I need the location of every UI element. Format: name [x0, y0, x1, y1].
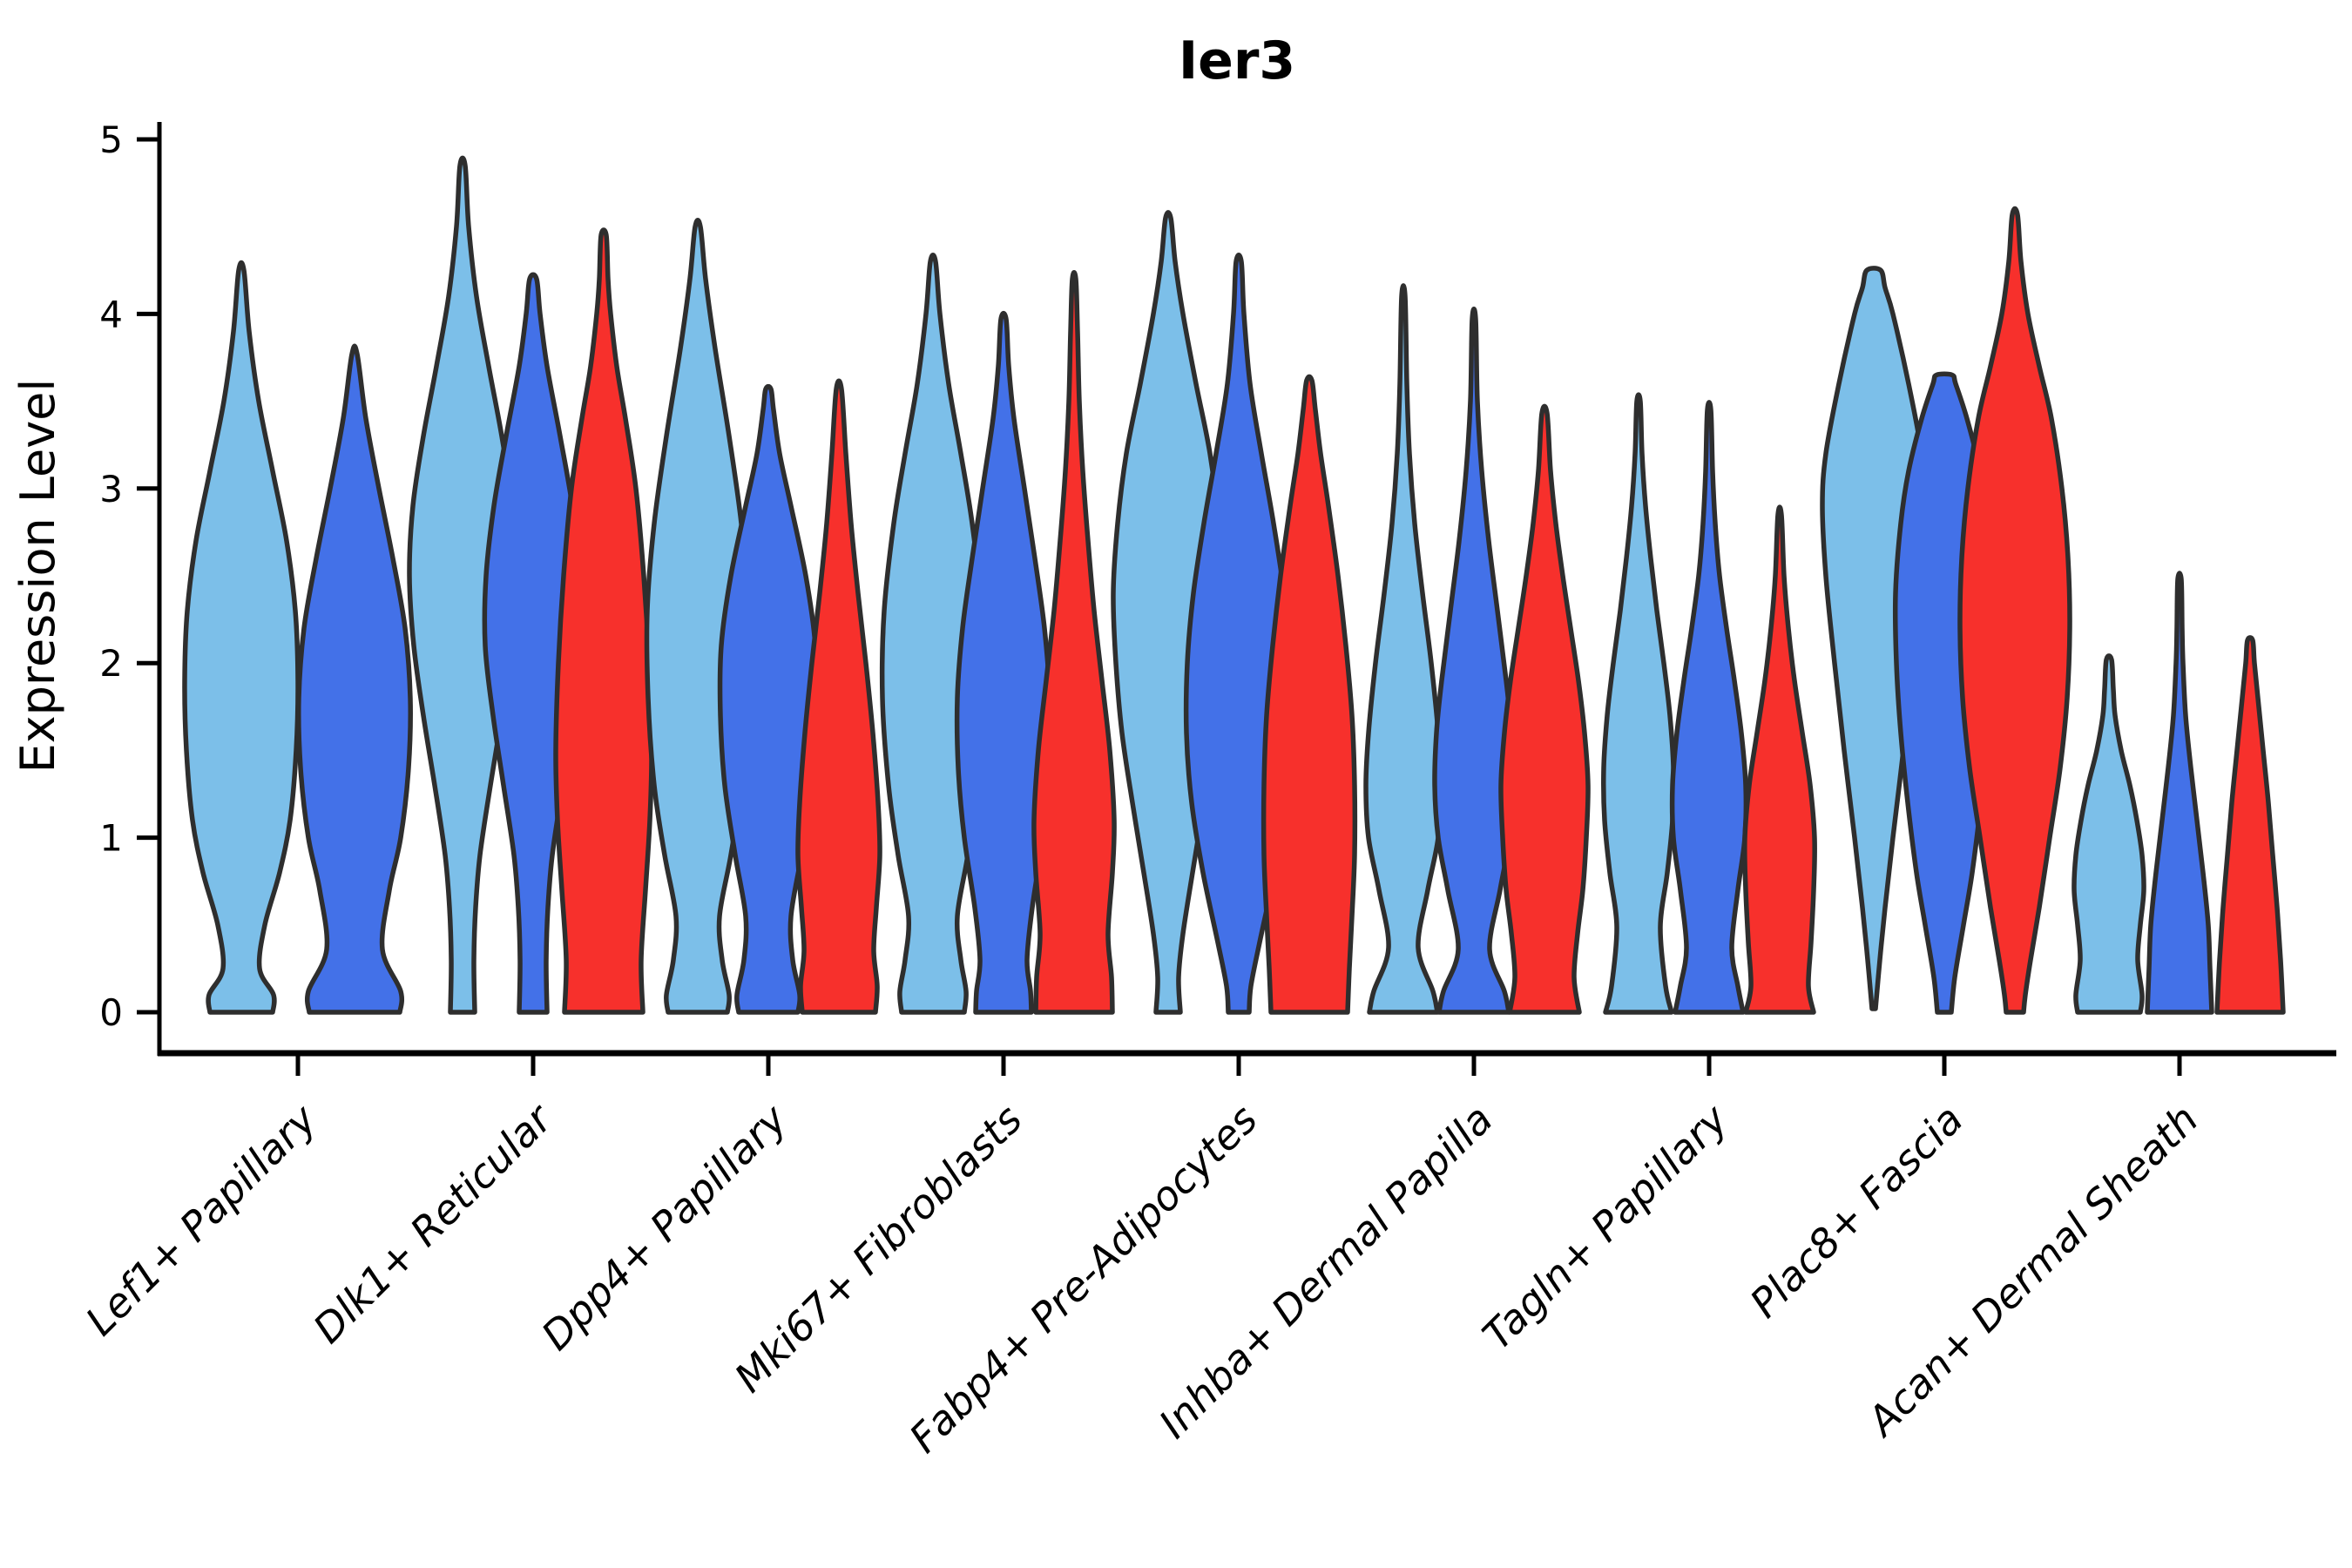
y-tick-label: 2	[99, 642, 123, 685]
violin-g9-blue	[2145, 571, 2214, 1015]
violin-g9-light_blue	[2072, 653, 2146, 1015]
x-tick-label: Dlk1+ Reticular	[304, 1093, 563, 1352]
violin-g1-blue	[296, 343, 413, 1015]
y-axis-label: Expression Level	[10, 379, 65, 774]
violin-g9-red	[2214, 635, 2286, 1015]
violin-g7-light_blue	[1601, 392, 1676, 1015]
violin-g3-red	[795, 378, 882, 1015]
violin-g6-blue	[1432, 306, 1516, 1015]
violin-g7-red	[1742, 504, 1817, 1015]
violin-g2-red	[553, 227, 654, 1015]
violin-g7-blue	[1669, 400, 1749, 1015]
violin-g4-red	[1031, 270, 1117, 1015]
y-tick-label: 3	[99, 468, 123, 510]
y-tick-label: 0	[99, 991, 123, 1034]
violin-g6-light_blue	[1363, 283, 1443, 1015]
y-tick-label: 5	[99, 118, 123, 161]
axes: 0 1 2 3 4 5	[99, 118, 2336, 1076]
x-tick-label: Plac8+ Fascia	[1740, 1096, 1971, 1327]
y-tick-label: 4	[99, 293, 123, 335]
violin-shapes	[182, 155, 2286, 1015]
x-tick-label: Lef1+ Papillary	[77, 1095, 326, 1344]
y-tick-label: 1	[99, 817, 123, 860]
chart-title: Ier3	[1179, 30, 1295, 91]
x-tick-label: Dpp4+ Papillary	[532, 1095, 796, 1359]
violin-g8-red	[1957, 206, 2072, 1015]
x-tick-label: Tagln+ Papillary	[1473, 1095, 1737, 1359]
violin-g1-light_blue	[182, 260, 301, 1015]
violin-g6-red	[1498, 403, 1591, 1015]
violin-g5-red	[1260, 374, 1358, 1015]
violin-g4-blue	[954, 310, 1053, 1015]
